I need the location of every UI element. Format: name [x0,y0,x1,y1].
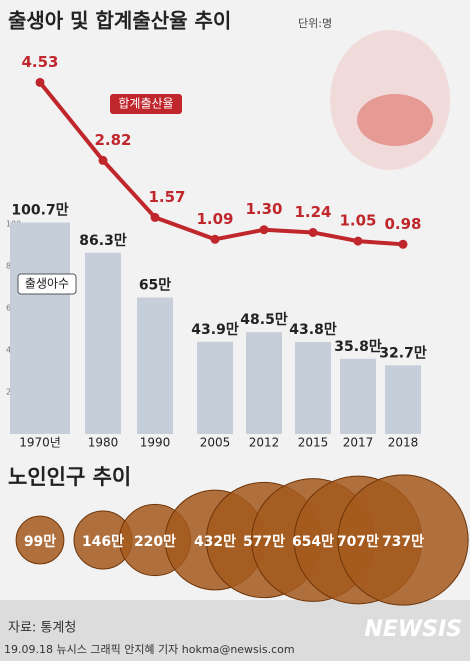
bar-value-label: 43.8만 [289,322,337,338]
bar [85,252,121,434]
source: 자료: 통계청 [8,621,76,636]
line-value-label: 0.98 [384,215,421,233]
legend-box [110,94,182,114]
line [38,81,404,247]
line-marker [308,227,318,237]
x-tick-label: 1990 [140,436,171,450]
bar-value-label: 32.7만 [379,345,427,361]
bar-value-label: 100.7만 [11,203,68,219]
x-tick-label: 1980 [88,436,119,450]
bubble [337,474,469,606]
bubble-label: 707만 [337,534,379,550]
x-tick-label: 2012 [249,436,280,450]
footer: 19.09.18 뉴시스 그래픽 안지혜 기자 hokma@newsis.com [4,643,295,656]
line-value-label: 1.24 [294,203,331,221]
line-value-label: 1.57 [148,188,185,206]
illustration-baby [357,94,433,146]
legend-label: 출생아수 [25,277,69,291]
bubble-label: 654만 [292,534,334,550]
bar-value-label: 86.3만 [79,233,127,249]
line-marker [98,155,108,165]
line-marker [259,225,269,235]
x-tick-label: 2018 [388,436,419,450]
line-marker [210,234,220,244]
chart-title: 출생아 및 합계출산율 추이 [8,9,231,33]
line-marker [353,236,363,246]
bubble-label: 99만 [24,534,56,550]
x-tick-label: 1970년 [19,436,61,450]
line-marker [35,77,45,87]
bubble-label: 432만 [194,534,236,550]
bar [340,358,376,434]
bar-value-label: 35.8만 [334,339,382,355]
bar [295,342,331,434]
bubble-label: 577만 [243,534,285,550]
logo: NEWSIS [364,617,462,642]
bar-value-label: 65만 [139,278,171,294]
bubble-label: 737만 [382,534,424,550]
bar [385,365,421,434]
bar-value-label: 48.5만 [240,312,288,328]
bubble-label: 220만 [134,534,176,550]
line-marker [398,239,408,249]
line-value-label: 1.05 [339,212,376,230]
bar [246,332,282,434]
unit-label: 단위:명 [298,17,332,30]
line-value-label: 1.09 [196,210,233,228]
x-tick-label: 2005 [200,436,231,450]
bubble-label: 146만 [82,534,124,550]
x-tick-label: 2015 [298,436,329,450]
x-tick-label: 2017 [343,436,374,450]
legend-label: 합계출산율 [118,97,173,111]
bar [10,222,70,434]
bubble [15,515,65,565]
bar [197,341,233,434]
bar-value-label: 43.9만 [191,322,239,338]
line-value-label: 1.30 [245,200,282,218]
line-value-label: 2.82 [94,131,131,149]
line-marker [150,212,160,222]
footer-band [0,600,470,661]
bar [137,297,173,434]
legend-box [17,273,77,295]
line-value-label: 4.53 [21,53,58,71]
chart-title: 노인인구 추이 [8,465,131,489]
